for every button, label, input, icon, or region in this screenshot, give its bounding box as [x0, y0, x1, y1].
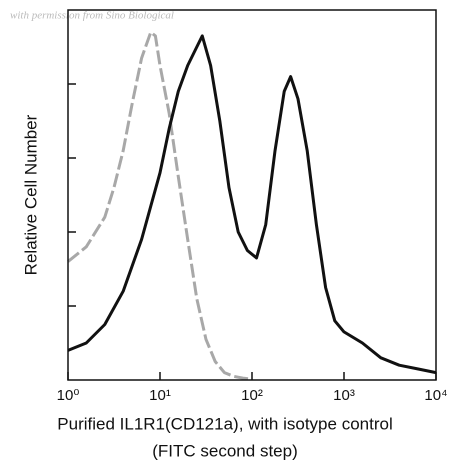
x-tick-label: 10⁴: [424, 387, 447, 404]
x-axis-label: Purified IL1R1(CD121a), with isotype con…: [57, 414, 392, 433]
histogram-line: [67, 30, 253, 381]
x-axis-label: (FITC second step): [152, 441, 298, 460]
watermark: with permission from Sino Biological: [10, 10, 174, 22]
x-tick-label: 10³: [333, 387, 355, 404]
histogram-line: [67, 34, 437, 375]
x-tick-label: 10⁰: [57, 387, 80, 404]
y-axis-label: Relative Cell Number: [21, 114, 40, 275]
plot-frame: [67, 9, 437, 381]
x-tick-label: 10²: [241, 387, 263, 404]
x-tick-label: 10¹: [149, 387, 171, 404]
